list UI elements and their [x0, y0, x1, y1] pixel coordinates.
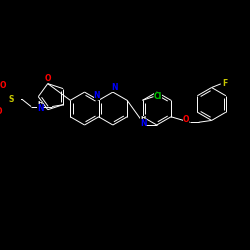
Text: N: N [37, 104, 44, 113]
Text: O: O [0, 106, 2, 116]
Text: O: O [44, 74, 51, 83]
Text: Cl: Cl [154, 92, 162, 101]
Text: F: F [223, 79, 228, 88]
Text: N: N [112, 83, 118, 92]
Text: N: N [140, 119, 146, 128]
Text: S: S [8, 95, 14, 104]
Text: O: O [183, 115, 189, 124]
Text: H: H [38, 101, 43, 106]
Text: O: O [0, 81, 6, 90]
Text: H: H [140, 116, 146, 121]
Text: N: N [94, 91, 100, 100]
